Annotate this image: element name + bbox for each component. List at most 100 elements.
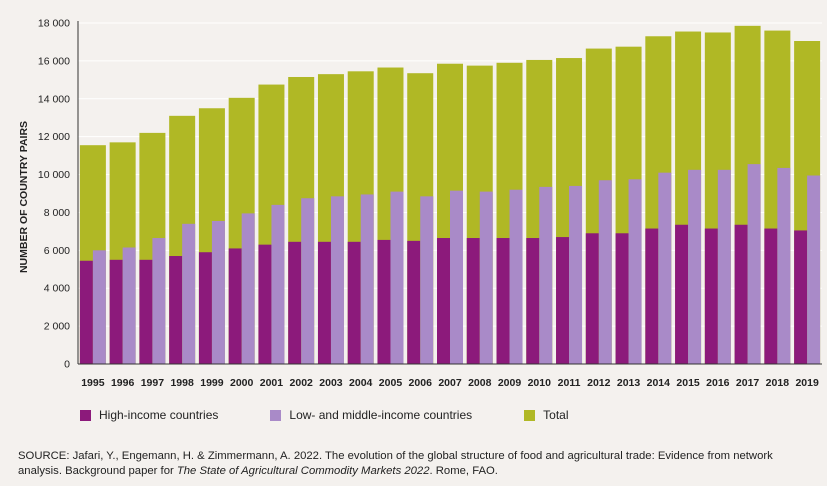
- legend-label-high-income: High-income countries: [99, 408, 219, 422]
- legend-label-low-middle-income: Low- and middle-income countries: [289, 408, 473, 422]
- bar-high-income: [347, 241, 361, 364]
- x-tick-label: 2001: [260, 377, 284, 389]
- bar-high-income: [377, 239, 391, 364]
- legend-item-low-middle-income: Low- and middle-income countries: [270, 408, 472, 422]
- bar-low-middle-income: [241, 213, 255, 364]
- bar-high-income: [437, 238, 450, 364]
- y-tick-label: 10 000: [38, 169, 70, 181]
- bar-low-middle-income: [717, 169, 731, 364]
- bar-low-middle-income: [688, 169, 702, 364]
- bar-chart: 0 2 000 4 000 6 000 8 000 10 000 12 000 14 000 1…: [18, 18, 822, 389]
- y-axis-title: NUMBER OF COUNTRY PAIRS: [18, 121, 30, 273]
- x-tick-label: 2013: [617, 377, 641, 389]
- x-tick-label: 2014: [647, 377, 671, 389]
- legend-swatch-low-middle-income: [270, 409, 282, 421]
- bar-high-income: [139, 259, 153, 364]
- bar-low-middle-income: [420, 196, 434, 364]
- legend-label-total: Total: [543, 408, 569, 422]
- bar-low-middle-income: [539, 186, 553, 364]
- x-tick-label: 1999: [200, 377, 224, 389]
- x-tick-label: 1995: [81, 377, 105, 389]
- x-tick-label: 2016: [706, 377, 730, 389]
- bar-high-income: [615, 233, 629, 364]
- y-tick-label: 12 000: [38, 131, 70, 143]
- x-tick-label: 2009: [498, 377, 522, 389]
- bar-high-income: [496, 238, 510, 364]
- legend: High-income countries Low- and middle-in…: [80, 408, 621, 422]
- bar-low-middle-income: [509, 189, 523, 364]
- y-tick-label: 6 000: [44, 245, 70, 257]
- bar-high-income: [764, 228, 778, 364]
- bar-high-income: [794, 230, 808, 364]
- x-tick-label: 1996: [111, 377, 135, 389]
- bar-low-middle-income: [360, 194, 374, 364]
- bar-high-income: [198, 252, 212, 364]
- x-tick-label: 2017: [736, 377, 760, 389]
- x-tick-label: 2007: [438, 377, 462, 389]
- legend-swatch-total: [524, 409, 536, 421]
- y-tick-label: 18 000: [38, 18, 70, 30]
- bar-high-income: [79, 260, 93, 364]
- bar-high-income: [526, 238, 540, 364]
- source-text: SOURCE: Jafari, Y., Engemann, H. & Zimme…: [18, 450, 773, 477]
- bar-low-middle-income: [658, 172, 672, 364]
- bar-low-middle-income: [271, 204, 285, 364]
- bar-low-middle-income: [807, 175, 821, 364]
- bar-high-income: [675, 224, 689, 364]
- bar-low-middle-income: [569, 185, 583, 364]
- y-tick-label: 8 000: [44, 207, 70, 219]
- bar-low-middle-income: [390, 191, 404, 364]
- bar-low-middle-income: [777, 167, 791, 364]
- bar-low-middle-income: [747, 164, 761, 364]
- bar-high-income: [228, 248, 242, 364]
- x-tick-label: 2000: [230, 377, 254, 389]
- bar-high-income: [258, 244, 272, 364]
- source-text-end: . Rome, FAO.: [429, 465, 498, 477]
- bar-low-middle-income: [301, 198, 315, 364]
- x-tick-label: 2019: [795, 377, 819, 389]
- x-tick-label: 2015: [676, 377, 700, 389]
- x-tick-label: 2003: [319, 377, 343, 389]
- bar-high-income: [407, 240, 421, 364]
- y-tick-label: 0: [64, 359, 70, 371]
- bar-high-income: [585, 233, 599, 364]
- bar-low-middle-income: [450, 190, 463, 364]
- legend-swatch-high-income: [80, 409, 91, 421]
- x-tick-label: 2002: [290, 377, 314, 389]
- x-tick-label: 1997: [141, 377, 165, 389]
- bar-high-income: [317, 241, 331, 364]
- bar-low-middle-income: [330, 196, 344, 364]
- bar-low-middle-income: [598, 180, 612, 364]
- legend-item-total: Total: [524, 408, 569, 422]
- bar-high-income: [704, 228, 718, 364]
- bar-low-middle-income: [92, 250, 106, 364]
- bar-low-middle-income: [628, 179, 642, 364]
- legend-item-high-income: High-income countries: [80, 408, 218, 422]
- x-tick-label: 2004: [349, 377, 373, 389]
- bar-high-income: [645, 228, 659, 364]
- x-tick-label: 2006: [409, 377, 433, 389]
- bar-high-income: [169, 256, 183, 364]
- y-tick-label: 4 000: [44, 283, 70, 295]
- bar-low-middle-income: [182, 223, 196, 364]
- bar-high-income: [288, 241, 302, 364]
- source-publication-title: The State of Agricultural Commodity Mark…: [176, 465, 430, 477]
- bars: [79, 25, 821, 365]
- axes: 0 2 000 4 000 6 000 8 000 10 000 12 000 14 000 1…: [38, 18, 822, 389]
- x-tick-label: 2005: [379, 377, 403, 389]
- x-tick-label: 2018: [766, 377, 790, 389]
- bar-high-income: [734, 224, 748, 364]
- x-tick-label: 2011: [558, 377, 581, 389]
- x-tick-label: 1998: [170, 377, 194, 389]
- bar-high-income: [466, 238, 480, 364]
- y-tick-label: 14 000: [38, 93, 70, 105]
- bar-low-middle-income: [211, 220, 225, 364]
- bar-low-middle-income: [479, 191, 493, 364]
- bar-high-income: [109, 259, 123, 364]
- bar-low-middle-income: [122, 247, 136, 364]
- x-tick-label: 2012: [587, 377, 611, 389]
- y-tick-label: 16 000: [38, 55, 70, 67]
- source-note: SOURCE: Jafari, Y., Engemann, H. & Zimme…: [18, 449, 818, 479]
- bar-low-middle-income: [152, 238, 166, 364]
- x-tick-label: 2010: [528, 377, 552, 389]
